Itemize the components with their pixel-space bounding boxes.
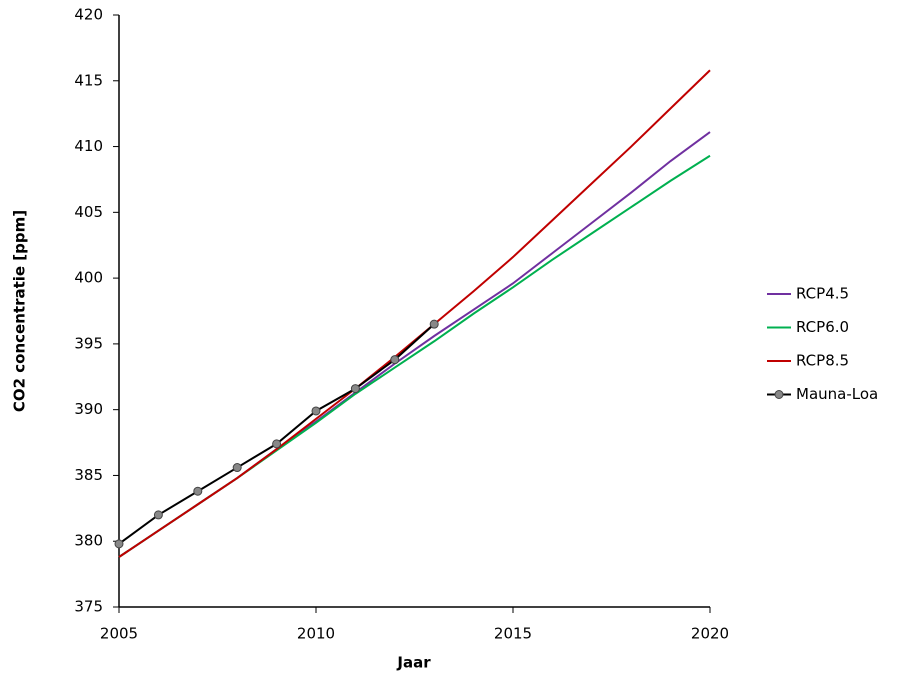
x-tick-label: 2010	[297, 625, 335, 643]
y-tick-label: 380	[74, 532, 103, 550]
data-point	[114, 539, 124, 549]
data-point	[153, 510, 163, 520]
x-axis-label: Jaar	[396, 654, 431, 672]
series-line	[118, 131, 711, 558]
y-tick-label: 390	[74, 400, 103, 418]
y-axis-label: CO2 concentratie [ppm]	[11, 210, 29, 412]
y-tick-label: 415	[74, 71, 103, 89]
legend-marker	[774, 390, 784, 399]
y-tick-label: 395	[74, 334, 103, 352]
x-tick-label: 2015	[494, 625, 532, 643]
y-tick-label: 410	[74, 137, 103, 155]
series-line	[118, 323, 435, 545]
x-tick-label: 2005	[100, 625, 138, 643]
legend-label: RCP6.0	[796, 318, 849, 336]
data-point	[350, 384, 360, 394]
data-point	[390, 355, 400, 365]
y-tick-label: 385	[74, 466, 103, 484]
legend-label: RCP8.5	[796, 352, 849, 370]
x-tick-label: 2020	[691, 625, 729, 643]
y-tick-label: 400	[74, 269, 103, 287]
legend-label: Mauna-Loa	[796, 385, 878, 403]
data-point	[193, 486, 203, 496]
series-line	[118, 69, 711, 558]
y-tick-label: 375	[74, 598, 103, 616]
data-point	[272, 439, 282, 449]
y-tick-label: 420	[74, 6, 103, 24]
y-tick-label: 405	[74, 203, 103, 221]
legend-label: RCP4.5	[796, 285, 849, 303]
data-point	[429, 319, 439, 329]
data-point	[232, 463, 242, 473]
data-point	[311, 406, 321, 416]
